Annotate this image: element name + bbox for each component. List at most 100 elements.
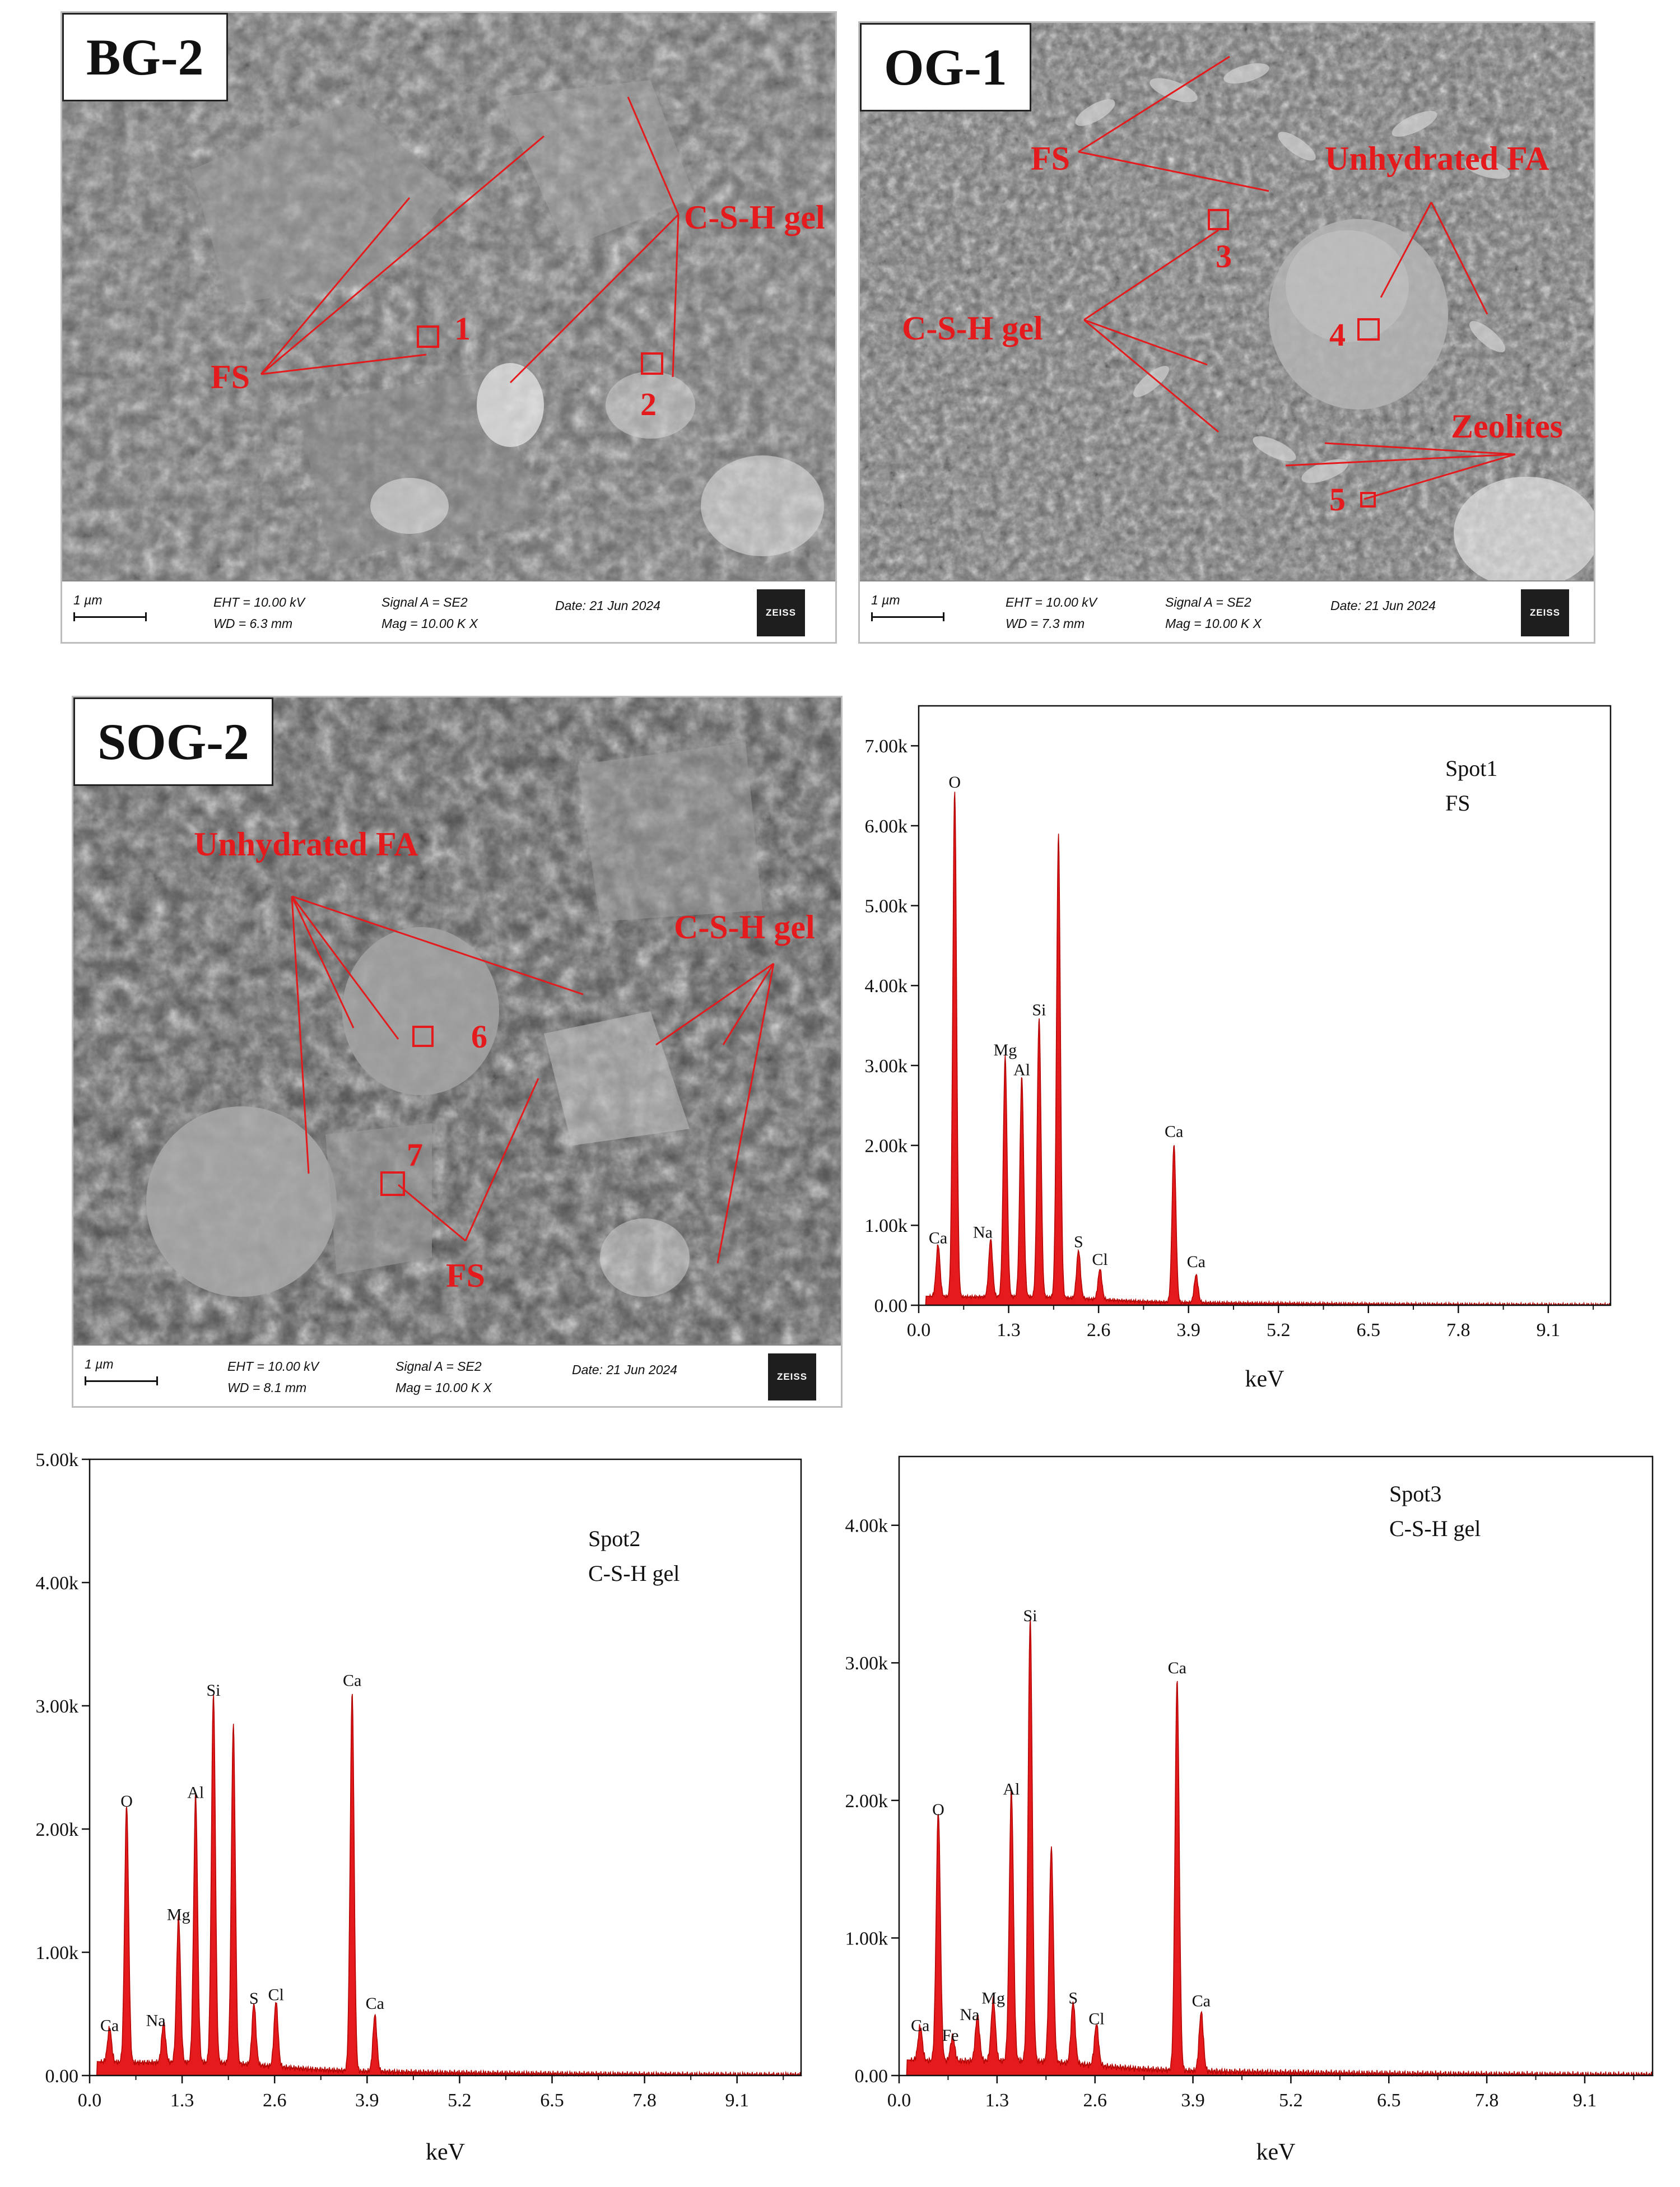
y-tick-label: 4.00k (845, 1516, 888, 1537)
sem-panel-sog2: SOG-2 Unhydrated FA C-S-H gel FS 6 7 1 µ… (72, 696, 843, 1408)
spot-number: 7 (407, 1137, 423, 1173)
y-tick-label: 0.00 (874, 1296, 908, 1316)
annotation-fs: FS (211, 359, 250, 395)
wd-value: WD = 7.3 mm (1006, 616, 1085, 631)
chart-title: Spot2 (588, 1526, 640, 1551)
x-axis-label: keV (1256, 2139, 1296, 2165)
x-tick-label: 9.1 (725, 2090, 749, 2111)
sem-panel-og1: OG-1 FS Unhydrated FA C-S-H gel Zeolites… (858, 21, 1595, 644)
x-tick-label: 9.1 (1537, 1320, 1561, 1341)
sem-info-bar: 1 µm EHT = 10.00 kV WD = 8.1 mm Signal A… (73, 1344, 841, 1406)
scale-label: 1 µm (73, 593, 103, 607)
eht-value: EHT = 10.00 kV (1006, 595, 1097, 609)
spot-number: 6 (471, 1018, 487, 1055)
peak-label: S (249, 1989, 259, 2008)
x-tick-label: 6.5 (1357, 1320, 1381, 1341)
zeiss-logo: ZEISS (757, 589, 805, 636)
peak-label: Ca (100, 2016, 119, 2035)
x-tick-label: 2.6 (1083, 2090, 1107, 2111)
eds-spectrum-spot1: 0.00 1.00k 2.00k 3.00k 4.00k 5.00k 6.00k 7.00k 0… (840, 695, 1680, 1423)
peak-label: Cl (1092, 1250, 1107, 1269)
scale-label: 1 µm (871, 593, 900, 607)
spot-number: 3 (1216, 238, 1232, 274)
peak-label: S (1074, 1232, 1083, 1251)
y-tick-label: 7.00k (865, 736, 908, 757)
spot-number: 4 (1329, 317, 1346, 353)
x-tick-label: 6.5 (540, 2090, 564, 2111)
plot-frame (898, 1455, 1654, 2077)
zeiss-logo: ZEISS (1521, 589, 1569, 636)
spot-number: 1 (454, 310, 471, 347)
y-tick-label: 5.00k (865, 896, 908, 917)
peak-label: Ca (1187, 1253, 1206, 1271)
scale-bar (73, 612, 147, 621)
y-tick-label: 2.00k (865, 1136, 908, 1157)
sample-label: SOG-2 (73, 697, 273, 786)
sem-panel-bg2: BG-2 FS C-S-H gel 1 2 1 µm EHT = 10.00 k… (61, 11, 837, 644)
peak-label: Ca (911, 2017, 929, 2035)
y-tick-label: 5.00k (36, 1450, 79, 1471)
plot-frame (918, 705, 1612, 1306)
signal-value: Signal A = SE2 (395, 1359, 482, 1374)
peak-label: Na (146, 2012, 166, 2030)
peak-label: O (948, 773, 961, 792)
date-value: Date: 21 Jun 2024 (555, 598, 660, 613)
mag-value: Mag = 10.00 K X (395, 1380, 492, 1395)
sem-micrograph-sog2 (73, 697, 841, 1346)
sem-micrograph-og1 (860, 23, 1594, 581)
eds-chart-svg: 0.00 1.00k 2.00k 3.00k 4.00k 5.00k 0.0 1.3 2.6 3.… (36, 1450, 803, 2165)
chart-subtitle: C-S-H gel (588, 1561, 680, 1586)
scale-bar (871, 612, 944, 621)
y-tick-label: 1.00k (845, 1928, 888, 1949)
x-axis-label: keV (1245, 1366, 1285, 1392)
scale-label: 1 µm (85, 1357, 114, 1371)
x-tick-label: 2.6 (263, 2090, 287, 2111)
eht-value: EHT = 10.00 kV (213, 595, 305, 609)
spectrum-area (919, 792, 1611, 1307)
y-tick-label: 6.00k (865, 816, 908, 837)
peak-label: O (120, 1792, 133, 1811)
spot-number: 5 (1329, 481, 1346, 518)
y-tick-label: 0.00 (45, 2066, 79, 2087)
peak-label: Al (1003, 1780, 1020, 1798)
peak-label: Mg (167, 1905, 190, 1924)
annotation-zeolites: Zeolites (1451, 408, 1563, 445)
annotation-unhydrated-fa: Unhydrated FA (1325, 140, 1549, 177)
peak-label: Mg (981, 1989, 1005, 2008)
y-tick-label: 3.00k (36, 1696, 79, 1717)
chart-title: Spot1 (1445, 756, 1497, 781)
y-tick-label: 2.00k (845, 1791, 888, 1812)
zeiss-logo: ZEISS (768, 1353, 816, 1400)
annotation-unhydrated-fa: Unhydrated FA (194, 826, 418, 863)
wd-value: WD = 6.3 mm (213, 616, 293, 631)
y-tick-label: 3.00k (865, 1056, 908, 1077)
peak-label: Ca (1168, 1659, 1186, 1677)
chart-subtitle: C-S-H gel (1389, 1516, 1481, 1541)
x-tick-label: 1.3 (997, 1320, 1021, 1341)
peak-label: Si (206, 1681, 220, 1700)
annotation-csh-gel: C-S-H gel (684, 199, 825, 236)
wd-value: WD = 8.1 mm (227, 1380, 307, 1395)
peak-label: Mg (994, 1041, 1017, 1059)
y-tick-label: 4.00k (865, 976, 908, 997)
signal-value: Signal A = SE2 (1165, 595, 1251, 609)
spectrum-area (899, 1618, 1654, 2077)
x-tick-label: 5.2 (1267, 1320, 1291, 1341)
chart-subtitle: FS (1445, 790, 1470, 816)
x-tick-label: 7.8 (1475, 2090, 1499, 2111)
peak-label: Ca (1192, 1991, 1211, 2010)
peak-label: O (932, 1800, 944, 1819)
annotation-fs: FS (446, 1257, 486, 1294)
y-tick-label: 1.00k (36, 1943, 79, 1963)
eds-spectrum-spot3: 0.00 1.00k 2.00k 3.00k 4.00k 0.0 1.3 2.6 3.9 5.2 6… (835, 1445, 1680, 2187)
peak-label: Al (187, 1784, 204, 1802)
peak-label: Fe (942, 2026, 958, 2045)
peak-label: Ca (366, 1994, 384, 2013)
signal-value: Signal A = SE2 (381, 595, 468, 609)
x-axis-label: keV (426, 2139, 465, 2165)
chart-title: Spot3 (1389, 1481, 1441, 1506)
x-tick-label: 1.3 (170, 2090, 194, 2111)
eds-chart-svg: 0.00 1.00k 2.00k 3.00k 4.00k 0.0 1.3 2.6 3.9 5.2 6… (845, 1455, 1654, 2165)
peak-label: Al (1013, 1061, 1030, 1079)
x-tick-label: 7.8 (632, 2090, 657, 2111)
